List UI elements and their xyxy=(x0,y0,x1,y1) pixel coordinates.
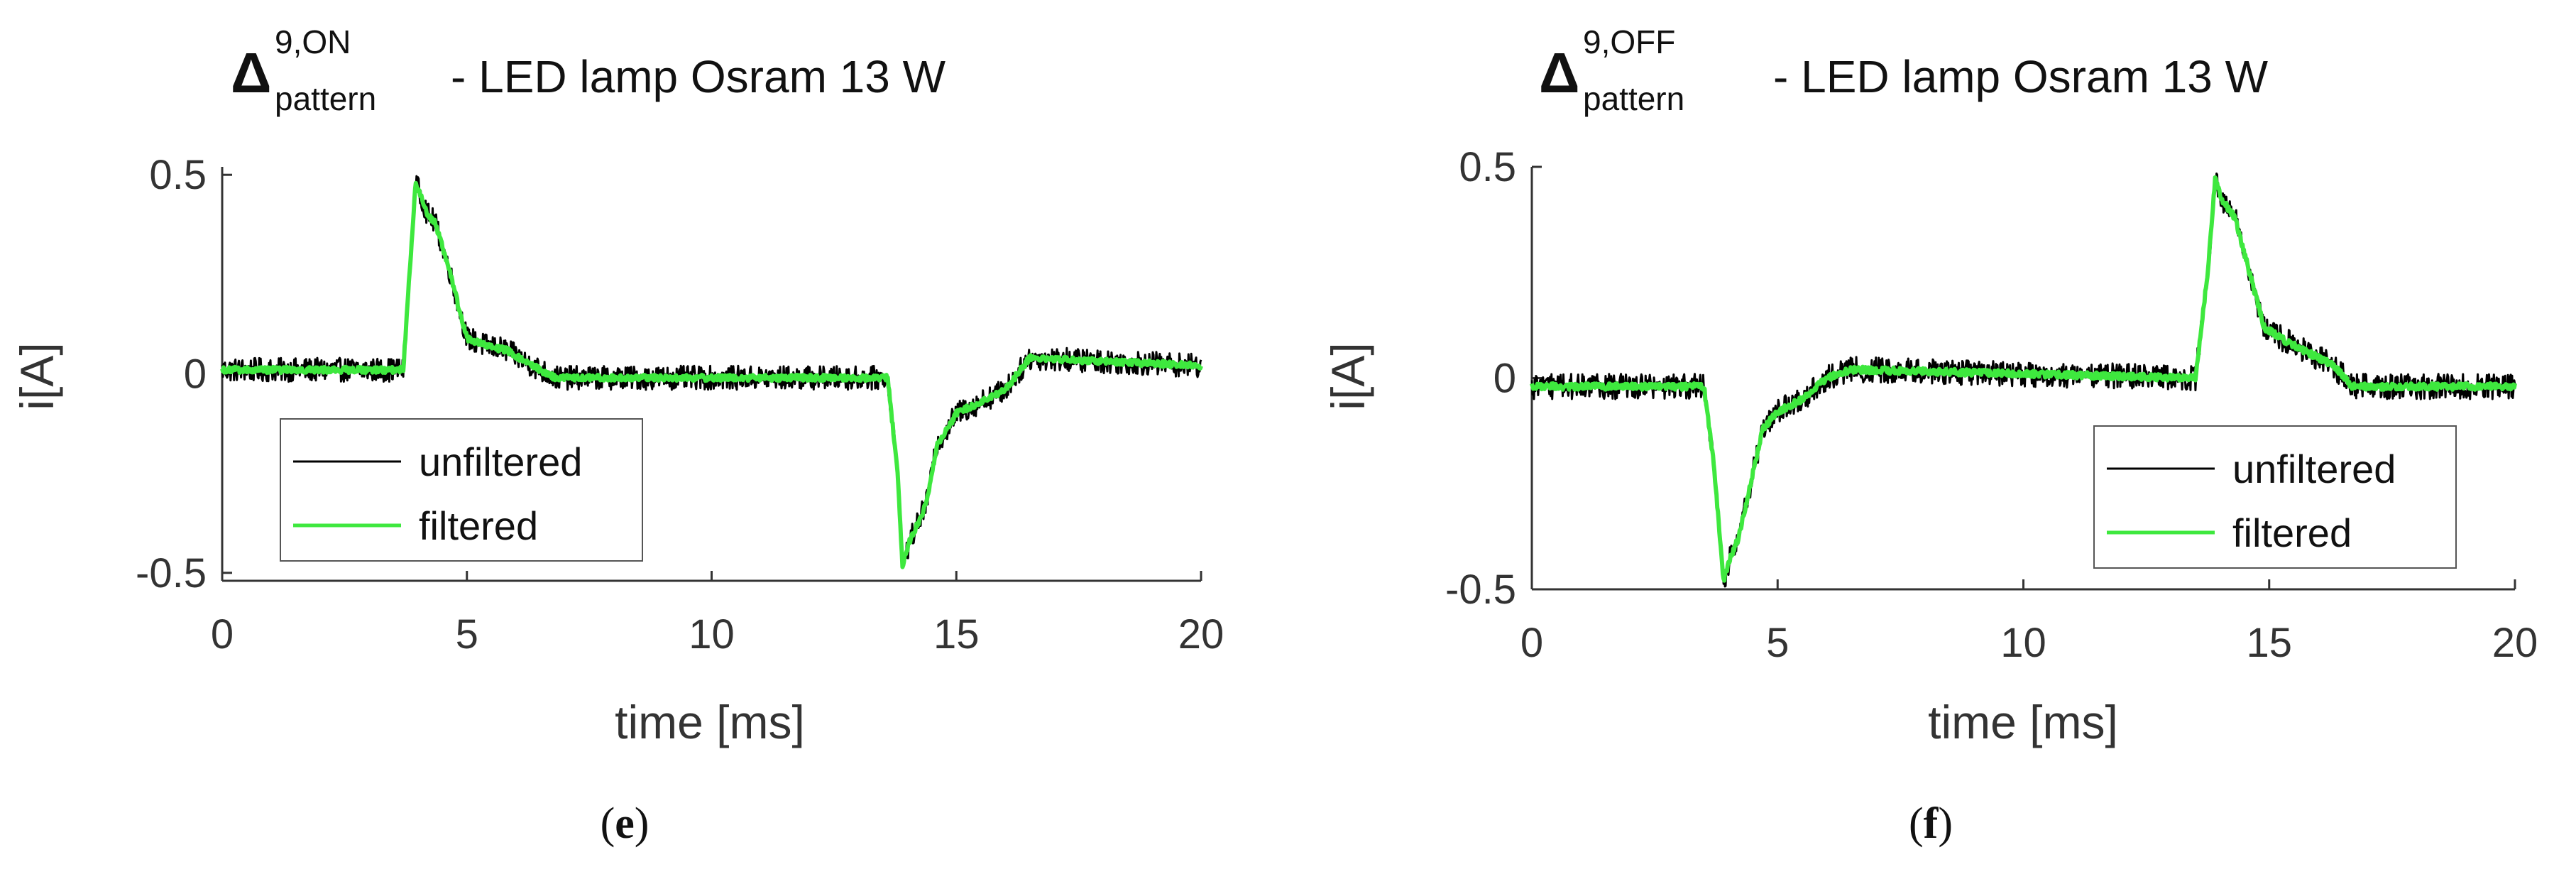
legend: unfiltered filtered xyxy=(280,418,643,562)
title-subscript: pattern xyxy=(275,80,376,117)
x-tick-label: 5 xyxy=(456,611,478,657)
y-tick-label: -0.5 xyxy=(1445,567,1516,613)
caption-close-paren: ) xyxy=(635,799,650,848)
x-axis-label: time [ms] xyxy=(615,696,805,748)
x-tick-label: 20 xyxy=(2492,620,2538,666)
x-tick-label: 0 xyxy=(1520,620,1543,666)
series-line-filtered xyxy=(1530,175,2517,583)
legend-label: filtered xyxy=(419,503,538,548)
y-tick-label: 0 xyxy=(184,351,207,398)
x-tick-label: 0 xyxy=(211,611,234,657)
legend-box xyxy=(280,418,643,562)
series-line-filtered xyxy=(220,180,1203,569)
y-tick-label: 0.5 xyxy=(149,152,207,198)
y-axis-label: i[A] xyxy=(11,342,63,410)
title-text: - LED lamp Osram 13 W xyxy=(1773,51,2269,102)
x-tick-label: 15 xyxy=(933,611,980,657)
chart-title: Δ 9,OFF pattern - LED lamp Osram 13 W xyxy=(1539,23,2269,117)
legend-label: unfiltered xyxy=(2232,447,2396,491)
title-delta-symbol: Δ xyxy=(231,41,272,104)
panel-caption: (e) xyxy=(601,799,650,848)
x-tick-label: 10 xyxy=(689,611,735,657)
title-superscript: 9,ON xyxy=(275,23,351,60)
caption-letter: e xyxy=(615,799,635,848)
y-tick-label: -0.5 xyxy=(136,550,207,596)
chart-title: Δ 9,ON pattern - LED lamp Osram 13 W xyxy=(231,23,946,117)
title-delta-symbol: Δ xyxy=(1539,41,1580,104)
title-text: - LED lamp Osram 13 W xyxy=(451,51,946,102)
legend-label: filtered xyxy=(2232,511,2352,555)
legend: unfiltered filtered xyxy=(2093,425,2457,569)
x-tick-label: 5 xyxy=(1766,620,1789,666)
caption-close-paren: ) xyxy=(1938,799,1953,848)
y-tick-label: 0 xyxy=(1493,356,1516,402)
caption-open-paren: ( xyxy=(601,799,615,848)
panel-caption: (f) xyxy=(1909,799,1953,848)
x-tick-label: 15 xyxy=(2246,620,2292,666)
x-tick-label: 20 xyxy=(1178,611,1224,657)
legend-box xyxy=(2093,425,2457,569)
title-superscript: 9,OFF xyxy=(1583,23,1675,60)
legend-label: unfiltered xyxy=(419,440,582,484)
y-axis-label: i[A] xyxy=(1322,342,1374,410)
y-tick-label: 0.5 xyxy=(1459,144,1516,190)
caption-open-paren: ( xyxy=(1909,799,1924,848)
title-subscript: pattern xyxy=(1583,80,1684,117)
x-axis-label: time [ms] xyxy=(1928,696,2118,748)
x-tick-label: 10 xyxy=(2000,620,2046,666)
caption-letter: f xyxy=(1924,799,1939,848)
